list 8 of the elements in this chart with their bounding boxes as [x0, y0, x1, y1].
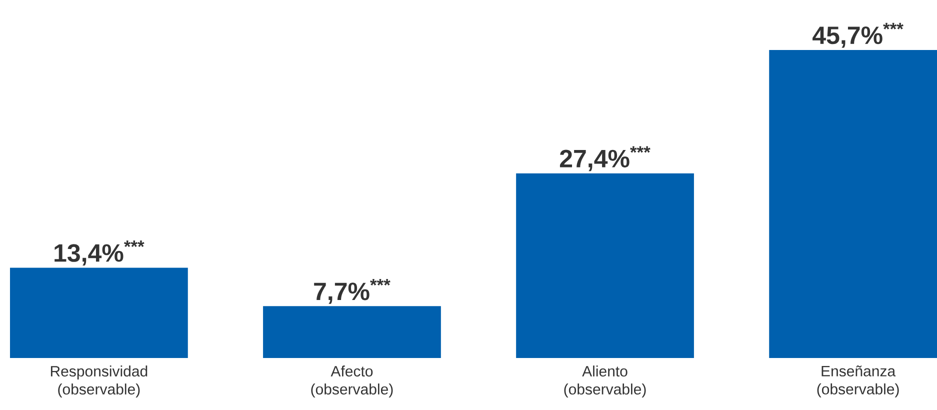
data-label: 13,4%$^{***}$: [54, 240, 144, 266]
x-tick-label: Afecto (observable): [311, 366, 393, 398]
x-tick-label: Enseñanza (observable): [817, 366, 899, 398]
x-tick-label: Responsividad (observable): [50, 366, 148, 398]
data-label: 7,7%$^{***}$: [314, 278, 390, 304]
x-tick-label: Aliento (observable): [564, 366, 646, 398]
data-label: 45,7%$^{***}$: [812, 22, 904, 48]
data-label: 27,4%$^{***}$: [560, 146, 650, 172]
